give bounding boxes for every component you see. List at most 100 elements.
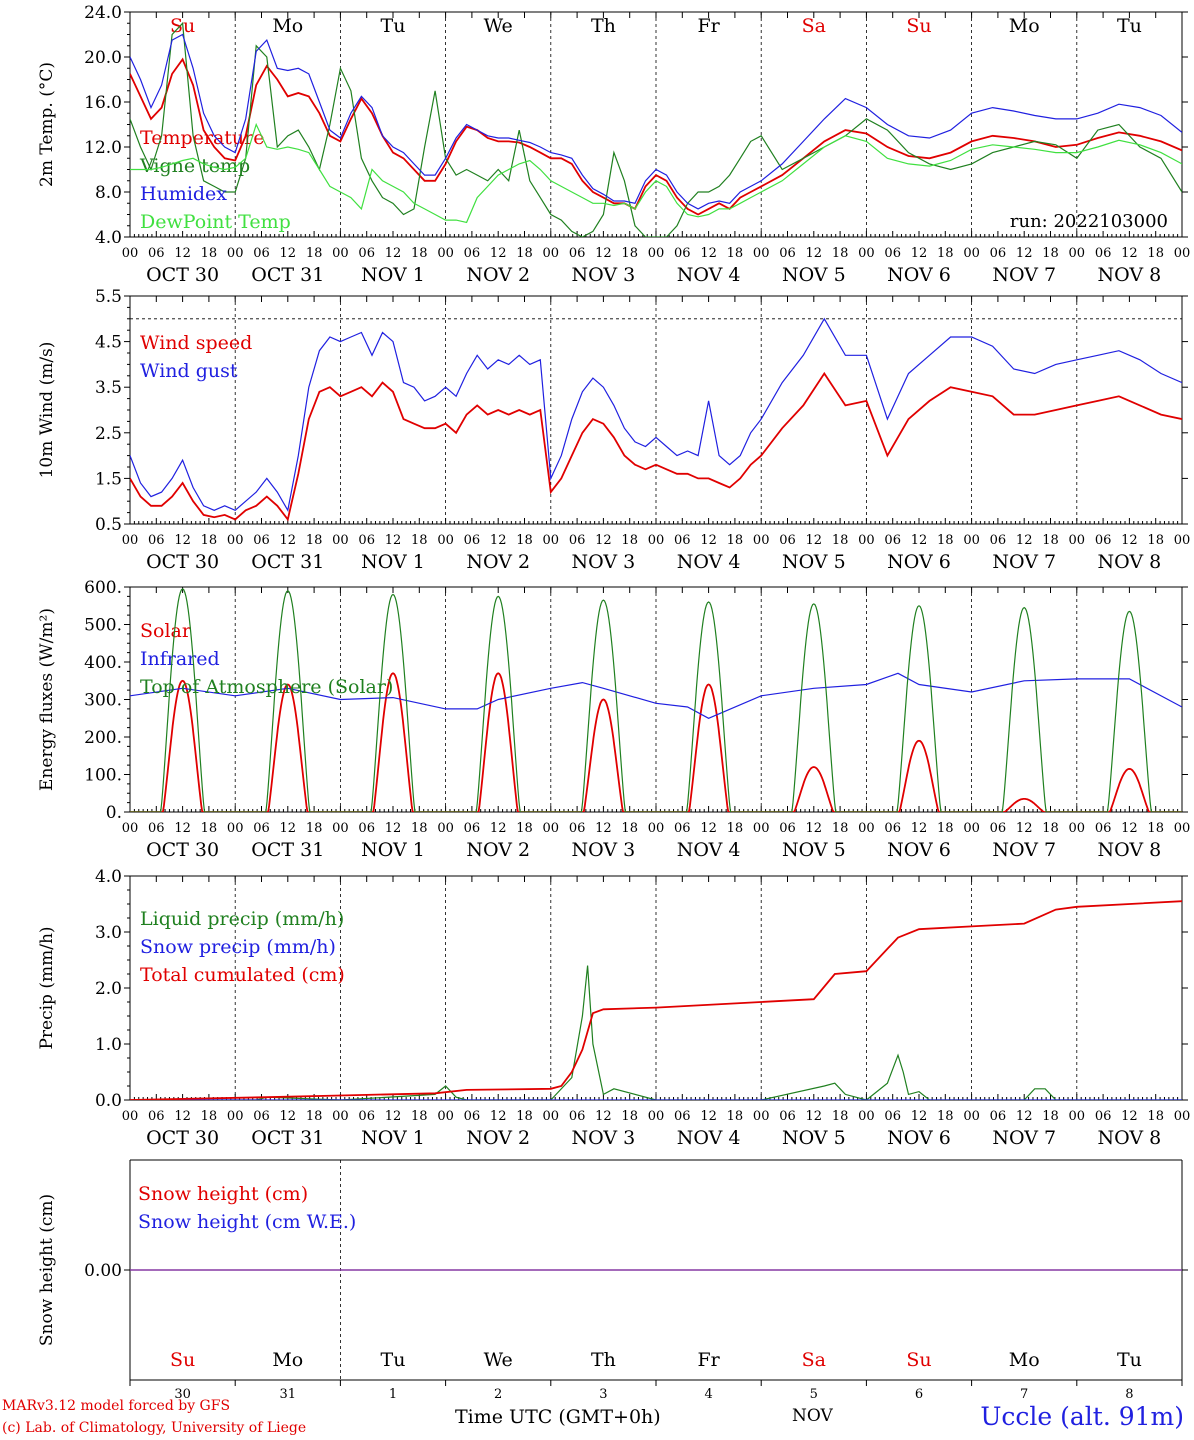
hour-tick-label: 18 — [621, 1109, 638, 1124]
hour-tick-label: 12 — [700, 1109, 717, 1124]
series-total-cumulated-cm — [130, 900, 1182, 1100]
hour-tick-label: 00 — [963, 1109, 980, 1124]
y-tick-label: 2.5 — [95, 424, 122, 444]
hour-tick-label: 12 — [700, 246, 717, 261]
date-label: OCT 30 — [146, 264, 219, 286]
y-tick-label: 0.5 — [95, 515, 122, 535]
hour-tick-label: 00 — [648, 246, 665, 261]
hour-tick-label: 12 — [385, 821, 402, 836]
series-humidex — [130, 33, 1182, 210]
hour-tick-label: 18 — [201, 246, 218, 261]
hour-tick-label: 00 — [1174, 821, 1191, 836]
hour-tick-label: 18 — [411, 533, 428, 548]
y-tick-label: 200. — [84, 728, 122, 748]
day-number-label: 4 — [704, 1387, 712, 1402]
hour-tick-label: 12 — [1121, 246, 1138, 261]
hour-tick-label: 06 — [358, 821, 375, 836]
hour-tick-label: 00 — [753, 821, 770, 836]
hour-tick-label: 00 — [1174, 1109, 1191, 1124]
day-of-week-label: Mo — [272, 15, 303, 37]
hour-tick-label: 18 — [727, 533, 744, 548]
date-label: OCT 30 — [146, 839, 219, 861]
hour-tick-label: 06 — [253, 1109, 270, 1124]
hour-tick-label: 06 — [884, 821, 901, 836]
hour-tick-label: 00 — [1174, 533, 1191, 548]
date-label: NOV 3 — [572, 1127, 636, 1149]
y-tick-label: 4.0 — [95, 867, 122, 887]
hour-tick-label: 00 — [122, 1109, 139, 1124]
hour-tick-label: 12 — [385, 533, 402, 548]
date-label: NOV 2 — [466, 1127, 530, 1149]
day-of-week-label: Sa — [802, 15, 826, 37]
hour-tick-label: 18 — [1042, 821, 1059, 836]
day-of-week-label: Fr — [697, 15, 720, 37]
hour-tick-label: 18 — [937, 533, 954, 548]
date-label: NOV 1 — [361, 551, 425, 573]
y-tick-label: 100. — [84, 766, 122, 786]
hour-tick-label: 00 — [332, 246, 349, 261]
date-label: NOV 5 — [782, 551, 846, 573]
y-tick-label: 400. — [84, 653, 122, 673]
hour-tick-label: 12 — [806, 1109, 823, 1124]
legend-series-humidex: Humidex — [140, 183, 227, 205]
hour-tick-label: 00 — [332, 1109, 349, 1124]
hour-tick-label: 00 — [963, 246, 980, 261]
legend-series-vigne-temp: Vigne temp — [139, 155, 250, 177]
run-label: run: 2022103000 — [1010, 211, 1168, 232]
y-tick-label: 24.0 — [84, 3, 122, 23]
date-label: NOV 4 — [677, 839, 741, 861]
hour-tick-label: 00 — [437, 1109, 454, 1124]
date-label: NOV 1 — [361, 264, 425, 286]
date-label: NOV 6 — [887, 264, 951, 286]
day-of-week-label: Th — [591, 15, 616, 37]
hour-tick-label: 12 — [490, 821, 507, 836]
hour-tick-label: 06 — [358, 246, 375, 261]
hour-tick-label: 06 — [569, 246, 586, 261]
day-of-week-label: We — [484, 15, 513, 37]
date-label: NOV 5 — [782, 264, 846, 286]
hour-tick-label: 12 — [700, 533, 717, 548]
hour-tick-label: 12 — [595, 246, 612, 261]
hour-tick-label: 18 — [306, 246, 323, 261]
hour-tick-label: 00 — [122, 821, 139, 836]
hour-tick-label: 12 — [1016, 1109, 1033, 1124]
panel-frame — [129, 586, 1183, 813]
hour-tick-label: 06 — [1095, 246, 1112, 261]
day-number-label: 8 — [1125, 1387, 1133, 1402]
y-tick-label: 4.5 — [95, 333, 122, 353]
date-label: NOV 3 — [572, 551, 636, 573]
date-label: NOV 1 — [361, 1127, 425, 1149]
model-credit: MARv3.12 model forced by GFS — [2, 1398, 231, 1414]
panel-4: 0.0 1.0 2.0 3.0 4.0 Precip (mm/h) 00 06 12 18 00 06… — [37, 867, 1190, 1149]
hour-tick-label: 12 — [280, 533, 297, 548]
series-wind-speed — [130, 371, 1182, 522]
legend-series-total-cumulated-cm: Total cumulated (cm) — [140, 964, 345, 986]
hour-tick-label: 06 — [148, 533, 165, 548]
hour-tick-label: 00 — [1069, 821, 1086, 836]
day-of-week-label: Mo — [1009, 1349, 1040, 1371]
y-tick-label: 2.0 — [95, 979, 122, 999]
y-tick-label: 500. — [84, 616, 122, 636]
lab-credit: (c) Lab. of Climatology, University of L… — [2, 1420, 307, 1436]
day-of-week-label: Tu — [1117, 1349, 1142, 1371]
hour-tick-label: 12 — [1016, 821, 1033, 836]
hour-tick-label: 12 — [911, 1109, 928, 1124]
hour-tick-label: 06 — [358, 1109, 375, 1124]
hour-tick-label: 00 — [858, 1109, 875, 1124]
legend-series-solar: Solar — [140, 620, 192, 642]
hour-tick-label: 00 — [858, 821, 875, 836]
hour-tick-label: 06 — [464, 1109, 481, 1124]
panel-2: 0.5 1.5 2.5 3.5 4.5 5.5 10m Wind (m/s) 00 06 12 18… — [37, 287, 1190, 573]
day-number-label: 6 — [915, 1387, 923, 1402]
hour-tick-label: 00 — [227, 821, 244, 836]
day-of-week-label: Tu — [381, 1349, 406, 1371]
hour-tick-label: 12 — [385, 1109, 402, 1124]
hour-tick-label: 06 — [253, 821, 270, 836]
hour-tick-label: 18 — [201, 1109, 218, 1124]
hour-tick-label: 06 — [464, 821, 481, 836]
hour-tick-label: 18 — [1042, 246, 1059, 261]
hour-tick-label: 12 — [595, 533, 612, 548]
hour-tick-label: 06 — [148, 821, 165, 836]
hour-tick-label: 12 — [280, 1109, 297, 1124]
hour-tick-label: 18 — [516, 1109, 533, 1124]
